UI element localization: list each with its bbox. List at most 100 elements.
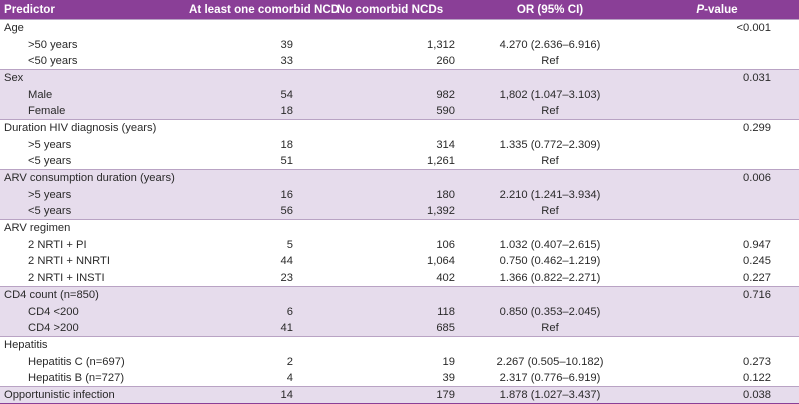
header-pvalue: P-value [635,0,799,20]
odds-ratio [465,69,635,87]
category-label: 2 NRTI + PI [28,238,87,251]
p-value [635,303,799,320]
p-value [635,153,799,170]
predictor-label: Duration HIV diagnosis (years) [0,119,185,137]
p-value: 0.227 [743,271,771,284]
p-value [635,336,799,354]
no-comorbid-count [315,69,465,87]
predictor-label: ARV consumption duration (years) [0,169,185,187]
p-value: 0.038 [635,386,799,404]
table-row: Female 18 590 Ref [0,102,799,120]
category-label: CD4 <200 [28,305,79,318]
p-value [635,86,799,103]
no-comorbid-count [315,286,465,304]
comorbid-count [185,286,315,304]
odds-ratio: 1.366 (0.822–2.271) [499,271,601,284]
comorbid-count: 4 [286,372,293,385]
p-value: 0.273 [743,355,771,368]
p-value [635,203,799,220]
predictor-label: Hepatitis [0,336,185,354]
p-value [635,103,799,120]
header-pvalue-rest: -value [704,3,738,16]
category-label: 2 NRTI + INSTI [28,271,105,284]
predictor-label: ARV regimen [0,219,185,237]
no-comorbid-count [315,219,465,237]
p-value: 0.299 [635,119,799,137]
comorbid-count [185,219,315,237]
group-header-row: Sex 0.031 [0,69,799,87]
p-value: 0.122 [743,372,771,385]
table-row: Hepatitis C (n=697) 2 19 2.267 (0.505–10.18… [0,353,799,370]
header-or: OR (95% CI) [516,3,584,16]
no-comorbid-count: 180 [436,188,455,201]
no-comorbid-count: 39 [442,372,455,385]
table-row: <5 years 51 1,261 Ref [0,153,799,170]
table-row: CD4 <200 6 118 0.850 (0.353–2.045) [0,303,799,320]
p-value [635,53,799,70]
no-comorbid-count: 1,261 [427,155,455,168]
odds-ratio [465,119,635,137]
odds-ratio: Ref [541,54,559,67]
odds-ratio: 1.878 (1.027–3.437) [465,386,635,404]
table-row: 2 NRTI + PI 5 106 1.032 (0.407–2.615) 0.947 [0,236,799,253]
no-comorbid-count: 590 [436,105,455,118]
p-value [635,36,799,53]
comorbid-count: 39 [280,38,293,51]
table-row: 2 NRTI + NNRTI 44 1,064 0.750 (0.462–1.219)… [0,253,799,270]
comorbid-count [185,19,315,37]
category-label: >50 years [28,38,78,51]
p-value: 0.031 [635,69,799,87]
p-value [635,136,799,153]
category-label: >5 years [28,188,72,201]
no-comorbid-count: 260 [436,54,455,67]
comorbid-count: 18 [280,138,293,151]
header-comorbid: At least one comorbid NCD [189,3,340,16]
group-header-row: CD4 count (n=850) 0.716 [0,286,799,304]
no-comorbid-count: 118 [437,305,455,318]
predictor-label: Age [0,19,185,37]
group-header-row: ARV consumption duration (years) 0.006 [0,169,799,187]
table-row: Opportunistic infection 14 179 1.878 (1.027… [0,386,799,404]
no-comorbid-count: 982 [436,88,455,101]
no-comorbid-count [315,336,465,354]
header-no-comorbid: No comorbid NCDs [336,3,444,16]
odds-ratio: Ref [541,105,559,118]
odds-ratio: Ref [541,205,559,218]
table-row: <5 years 56 1,392 Ref [0,203,799,220]
no-comorbid-count: 1,312 [427,38,455,51]
p-value: 0.947 [743,238,771,251]
comorbid-count: 16 [280,188,293,201]
odds-ratio [465,286,635,304]
p-value: 0.006 [635,169,799,187]
predictor-label: CD4 count (n=850) [0,286,185,304]
comorbid-count: 5 [286,238,293,251]
category-label: Hepatitis C (n=697) [28,355,125,368]
no-comorbid-count: 1,064 [427,255,455,268]
comorbid-count: 14 [185,386,315,404]
p-value [635,186,799,203]
no-comorbid-count [315,19,465,37]
header-predictor: Predictor [4,3,55,16]
odds-ratio: 0.850 (0.353–2.045) [499,305,601,318]
comorbid-count: 2 [286,355,293,368]
p-value [635,320,799,337]
no-comorbid-count: 19 [442,355,455,368]
odds-ratio [465,219,635,237]
table-row: 2 NRTI + INSTI 23 402 1.366 (0.822–2.271) 0.… [0,270,799,287]
no-comorbid-count [315,169,465,187]
no-comorbid-count: 685 [436,321,455,334]
comorbid-count [185,169,315,187]
category-label: <50 years [28,54,78,67]
table-body: Age <0.001 >50 years 39 1,312 4.270 (2.636–6.… [0,19,799,404]
comorbid-count: 51 [280,155,293,168]
odds-ratio: 1.032 (0.407–2.615) [499,238,601,251]
comorbid-count [185,69,315,87]
table-row: >5 years 18 314 1.335 (0.772–2.309) [0,136,799,153]
comorbid-count [185,336,315,354]
comorbid-count: 6 [286,305,293,318]
p-value: 0.245 [743,255,771,268]
odds-ratio: Ref [541,155,559,168]
comorbid-count: 18 [280,105,293,118]
category-label: >5 years [28,138,72,151]
